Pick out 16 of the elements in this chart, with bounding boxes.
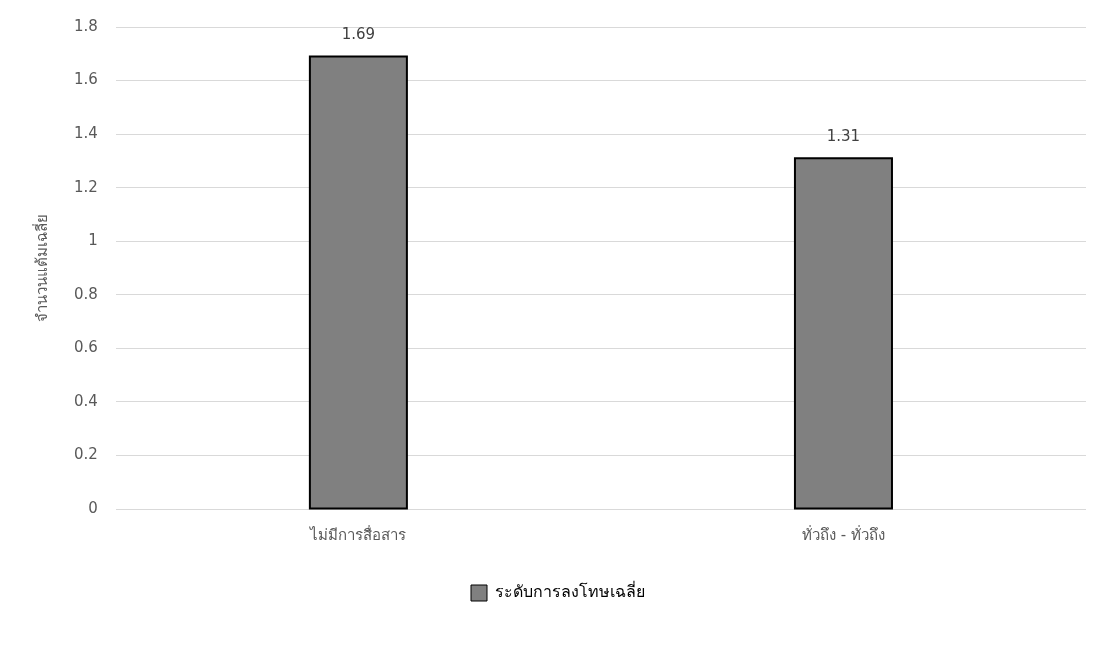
x-tick-label: ทั่วถึง - ทั่วถึง [801,523,885,544]
data-label: 1.31 [826,126,861,145]
y-tick-label: 1.8 [74,16,98,35]
data-label: 1.69 [341,24,376,43]
x-tick-label: ไม่มีการสื่อสาร [309,523,407,544]
y-tick-label: 1.6 [74,70,98,89]
y-tick-label: 0.6 [74,338,98,357]
y-tick-label: 1 [88,231,98,250]
y-axis-title: จำนวนแต้มเฉลี่ย [30,214,51,322]
legend-label: ระดับการลงโทษเฉลี่ย [495,580,645,602]
y-tick-label: 0.8 [74,284,98,303]
y-tick-label: 1.2 [74,177,98,196]
y-tick-label: 0.2 [74,445,98,464]
y-tick-label: 0.4 [74,391,98,410]
y-tick-label: 1.4 [74,124,98,142]
y-tick-label: 0 [88,498,98,517]
